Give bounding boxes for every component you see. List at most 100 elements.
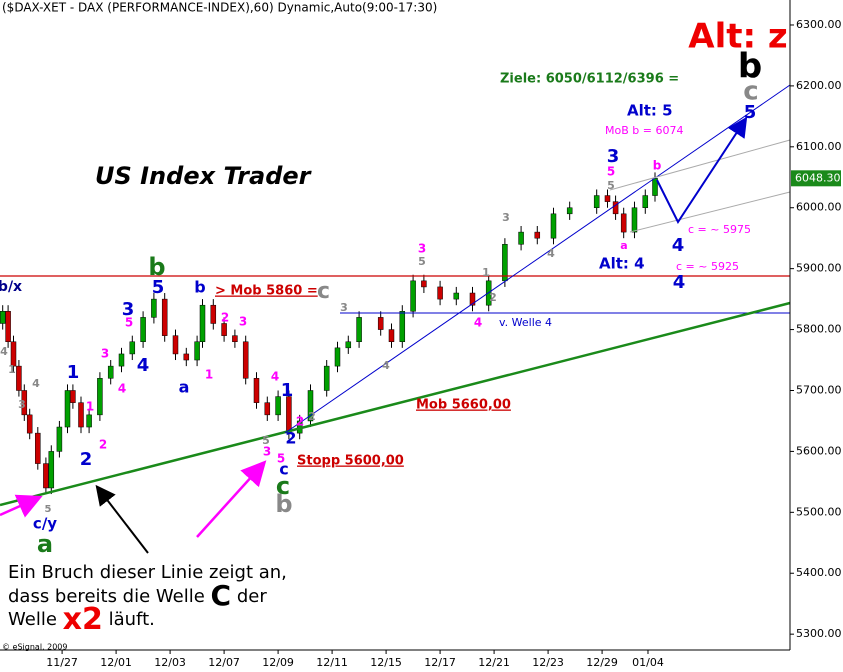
copyright: © eSignal, 2009: [2, 643, 67, 652]
wave-label: b: [148, 253, 165, 281]
candle-body: [437, 286, 443, 300]
x-tick-label: 12/01: [100, 656, 132, 669]
x-tick-label: 12/07: [208, 656, 240, 669]
y-tick-label: 6100.00: [796, 140, 842, 153]
mob-5660: Mob 5660,00: [416, 398, 511, 413]
note-line-2: dass bereits die Welle C der: [8, 579, 267, 612]
candle-body: [232, 335, 238, 343]
note-wave: x2: [63, 602, 103, 637]
candle-body: [151, 298, 157, 318]
candle-body: [118, 353, 125, 367]
candle-body: [275, 396, 281, 416]
wave-label: 5: [125, 316, 133, 330]
candle-body: [16, 365, 22, 391]
wave-label: 5: [262, 434, 270, 447]
mob-5860: > Mob 5860 =: [215, 284, 318, 299]
y-tick-label: 5800.00: [796, 323, 842, 336]
wave-label: 4: [271, 370, 279, 384]
wave-label: 1: [67, 362, 80, 383]
candle-body: [604, 195, 611, 202]
wave-label: a: [179, 378, 190, 397]
wave-label: 4: [474, 316, 482, 330]
wave-label: 2: [99, 438, 107, 452]
mob-b: MoB b = 6074: [605, 124, 683, 137]
wave-label: 5: [744, 102, 757, 123]
candle-body: [140, 317, 146, 343]
chart-title: ($DAX-XET - DAX (PERFORMANCE-INDEX),60) …: [2, 1, 437, 15]
wave-label: 5: [45, 504, 52, 515]
alt-5: Alt: 5: [627, 102, 673, 120]
alt-z: Alt: z: [688, 17, 787, 57]
x-tick-label: 12/23: [532, 656, 564, 669]
blue-trendline: [284, 84, 791, 434]
wave-label: 3: [122, 299, 135, 320]
last-price-box: [791, 170, 841, 187]
x-tick-label: 12/09: [262, 656, 294, 669]
pink-arrow: [0, 494, 43, 518]
wave-label: 2: [80, 449, 93, 470]
candle-body: [199, 304, 206, 343]
candle-body: [210, 304, 217, 324]
wave-label: 3: [263, 445, 271, 459]
wave-label: 5: [152, 277, 165, 298]
note-text: Welle: [8, 609, 57, 630]
candle-body: [10, 341, 17, 367]
candle-body: [264, 402, 271, 416]
candle-body: [43, 463, 49, 489]
wave-label: 4: [382, 359, 390, 372]
y-tick-label: 5700.00: [796, 383, 842, 396]
candle-body: [107, 365, 114, 379]
x-tick-label: 12/17: [424, 656, 456, 669]
last-price-label: 6048.30: [795, 171, 841, 184]
wave-label: 1: [482, 266, 490, 279]
x-tick-label: 12/15: [370, 656, 402, 669]
wave-label: a: [37, 530, 53, 558]
wave-label: 4: [32, 377, 40, 390]
y-tick-label: 6000.00: [796, 201, 842, 214]
candle-body: [129, 341, 136, 355]
candle-body: [194, 341, 200, 361]
candle-body: [242, 341, 249, 379]
y-tick-label: 5500.00: [796, 505, 842, 518]
candle-body: [356, 317, 362, 343]
candle-body: [161, 298, 168, 336]
brand: US Index Trader: [95, 162, 313, 190]
candle-body: [253, 378, 260, 403]
wave-label: 4: [547, 247, 555, 260]
wave-label: c: [276, 472, 290, 500]
wave-label: 3: [418, 242, 426, 256]
candle-body: [534, 231, 541, 239]
wave-label: 4: [118, 382, 126, 396]
note-text: dass bereits die Welle: [8, 586, 205, 607]
wave-label: b: [275, 490, 292, 518]
wave-label: 2: [285, 429, 296, 448]
wave-label: c/y: [33, 515, 57, 533]
wave-label: 4: [673, 272, 686, 293]
candle-body: [334, 347, 341, 367]
wave-label: 5: [607, 179, 615, 192]
x-tick-label: 12/03: [154, 656, 186, 669]
wave-label: 1: [86, 400, 94, 414]
candle-body: [286, 396, 292, 434]
candle-body: [518, 231, 524, 245]
pink-arrow: [196, 460, 267, 538]
candle-body: [64, 390, 71, 428]
green-trendline: [0, 301, 791, 507]
y-tick-label: 5400.00: [796, 566, 842, 579]
y-tick-label: 5300.00: [796, 627, 842, 640]
wave-label: 2: [489, 291, 497, 304]
y-tick-label: 6200.00: [796, 79, 842, 92]
wave-label: 2: [308, 410, 316, 423]
wave-label: a: [620, 239, 627, 252]
wave-label: 2: [221, 311, 229, 325]
candle-body: [21, 390, 28, 416]
candle-body: [550, 213, 557, 239]
candle-body: [631, 207, 638, 233]
candle-body: [0, 311, 6, 324]
wave-label: b/x: [0, 279, 22, 295]
note-text: läuft.: [109, 609, 155, 630]
candle-body: [345, 341, 352, 349]
